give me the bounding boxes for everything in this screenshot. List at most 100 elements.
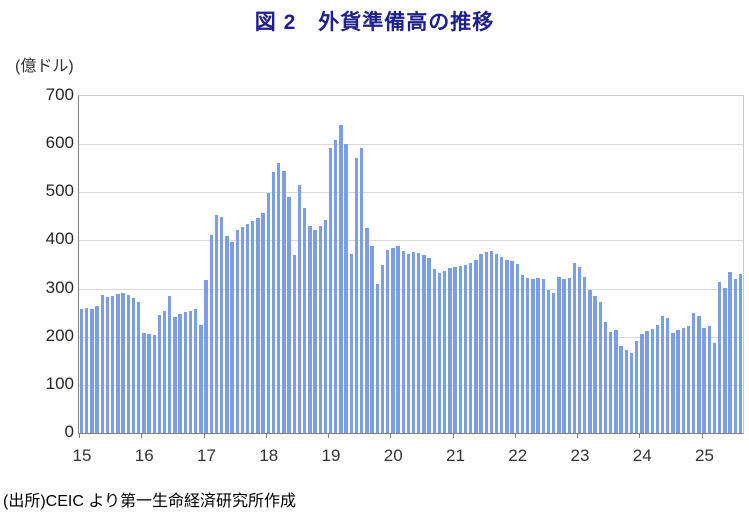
bar <box>344 144 348 433</box>
plot-area <box>78 95 744 438</box>
bar <box>733 278 737 433</box>
bar <box>417 252 421 433</box>
bar <box>671 333 675 433</box>
bar <box>245 224 250 433</box>
bar <box>634 341 639 433</box>
gridline-500 <box>79 192 743 194</box>
bar <box>116 294 120 433</box>
bar <box>292 254 296 433</box>
bar <box>131 298 136 433</box>
bar <box>541 278 545 433</box>
bar <box>370 246 374 433</box>
bar <box>681 327 686 433</box>
x-axis-label: 22 <box>508 446 528 465</box>
bar <box>463 264 468 433</box>
bar <box>365 227 369 433</box>
y-axis-label: 400 <box>45 229 74 249</box>
bar <box>111 295 115 433</box>
bar <box>505 259 509 433</box>
bar <box>500 257 504 433</box>
bar <box>100 295 105 433</box>
bar <box>230 242 234 433</box>
bar <box>510 260 514 433</box>
bar <box>593 296 597 433</box>
bar <box>557 277 561 433</box>
bar <box>349 254 354 433</box>
bar <box>697 316 701 433</box>
bar <box>666 317 670 433</box>
bar <box>219 217 224 433</box>
bar <box>251 220 255 433</box>
x-axis-tick <box>265 433 267 438</box>
bar <box>297 184 302 433</box>
x-axis-tick <box>79 433 80 438</box>
bar <box>79 308 84 433</box>
bar <box>427 257 431 433</box>
bar <box>676 330 680 433</box>
bar <box>546 290 551 433</box>
bar <box>271 171 276 433</box>
x-axis-tick <box>577 433 578 438</box>
bar <box>261 212 265 433</box>
chart-title: 図 2 外貨準備高の推移 <box>254 11 495 34</box>
bar <box>702 327 706 433</box>
bar <box>686 325 691 433</box>
x-axis-label: 19 <box>321 446 341 465</box>
y-axis-label: 500 <box>45 181 74 201</box>
bar <box>235 230 239 433</box>
bar <box>188 310 193 433</box>
bar <box>712 343 717 433</box>
bar <box>562 278 566 433</box>
bar <box>468 263 473 433</box>
bar <box>360 147 364 433</box>
x-axis-label: 18 <box>259 446 279 465</box>
bar <box>204 279 208 433</box>
bar <box>328 147 333 433</box>
bar <box>396 246 400 433</box>
bar <box>609 331 613 433</box>
bar <box>526 277 530 433</box>
bar <box>173 317 177 433</box>
bar <box>422 255 426 433</box>
bar <box>266 193 271 433</box>
x-axis-tick <box>514 433 516 438</box>
gridline-300 <box>79 288 743 290</box>
bar <box>256 217 260 433</box>
bar <box>302 207 307 433</box>
bar <box>474 259 478 433</box>
bar <box>142 333 146 433</box>
bar <box>624 350 628 433</box>
bar <box>157 314 162 433</box>
y-axis-label: 700 <box>45 85 74 104</box>
bar <box>453 267 457 433</box>
bar <box>183 312 188 433</box>
bar <box>339 125 343 433</box>
bar <box>277 162 281 433</box>
bar <box>178 314 182 433</box>
x-axis-label: 23 <box>570 446 590 465</box>
bar <box>194 309 198 433</box>
x-axis-tick <box>203 433 205 438</box>
bar <box>583 277 587 433</box>
gridline-100 <box>79 384 743 386</box>
bar <box>318 226 322 433</box>
x-axis-tick <box>141 433 143 438</box>
bar <box>629 352 634 433</box>
bar <box>225 235 229 433</box>
bar <box>536 277 540 433</box>
bar <box>660 316 665 433</box>
y-axis-label: 0 <box>64 422 74 441</box>
bar <box>214 215 219 433</box>
bar <box>411 251 416 433</box>
bar <box>334 139 338 433</box>
bar <box>121 293 125 433</box>
bar <box>738 273 743 433</box>
bar <box>85 307 89 433</box>
bar <box>588 290 592 433</box>
bar <box>401 251 405 433</box>
y-axis-label: 600 <box>45 133 74 153</box>
bar <box>484 251 488 433</box>
bar <box>489 250 494 433</box>
bar <box>240 226 245 433</box>
x-axis-label: 15 <box>72 446 92 465</box>
